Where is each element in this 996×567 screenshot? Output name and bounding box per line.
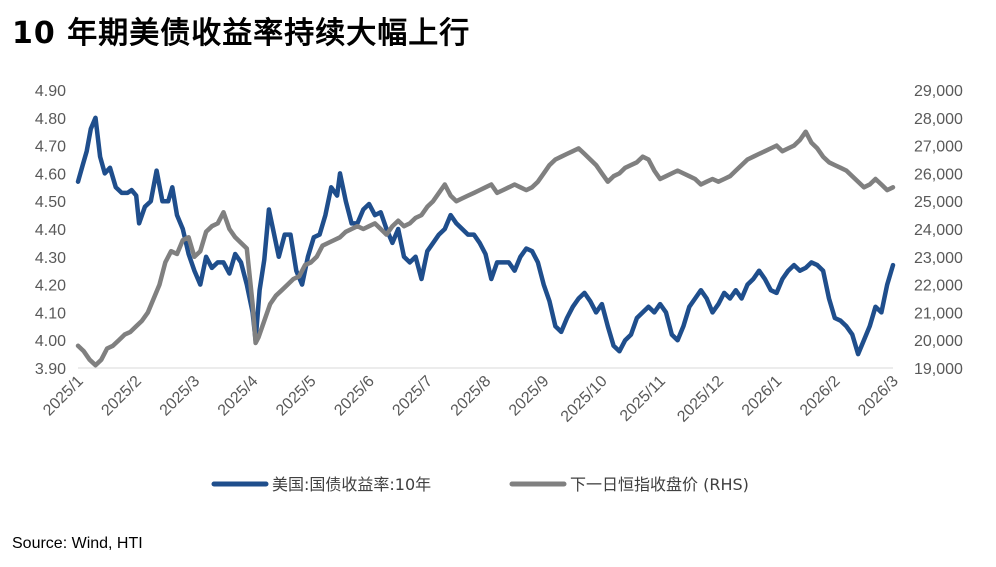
- x-tick-label: 2025/7: [389, 373, 436, 420]
- left-tick-label: 4.60: [35, 166, 66, 183]
- legend: 美国:国债收益率:10年 下一日恒指收盘价 (RHS): [211, 475, 749, 494]
- right-tick-label: 26,000: [914, 166, 963, 183]
- x-tick-label: 2025/3: [157, 373, 204, 420]
- left-tick-label: 4.80: [35, 111, 66, 128]
- legend-label: 美国:国债收益率:10年: [272, 475, 431, 494]
- x-tick-label: 2025/1: [40, 373, 87, 420]
- right-tick-label: 27,000: [914, 139, 963, 156]
- legend-label: 下一日恒指收盘价 (RHS): [570, 475, 749, 494]
- x-tick-label: 2025/2: [98, 373, 145, 420]
- x-tick-label: 2026/2: [797, 373, 844, 420]
- series-line-yield: [75, 115, 896, 357]
- x-axis: 2025/1 2025/2 2025/3 2025/4 2025/5 2025/6 2025…: [40, 373, 902, 426]
- right-tick-label: 25,000: [914, 194, 963, 211]
- right-tick-label: 24,000: [914, 222, 963, 239]
- x-tick-label: 2025/10: [558, 373, 611, 426]
- chart-title: 10 年期美债收益率持续大幅上行: [12, 16, 471, 51]
- left-tick-label: 4.30: [35, 250, 66, 267]
- left-tick-label: 4.50: [35, 194, 66, 211]
- left-tick-label: 4.20: [35, 278, 66, 295]
- x-tick-label: 2026/3: [855, 373, 902, 420]
- source-note: Source: Wind, HTI: [12, 535, 143, 552]
- right-tick-label: 22,000: [914, 278, 963, 295]
- left-tick-label: 4.70: [35, 139, 66, 156]
- series-line-hsi: [75, 129, 896, 368]
- right-tick-label: 21,000: [914, 305, 963, 322]
- left-tick-label: 3.90: [35, 361, 66, 378]
- left-tick-label: 4.40: [35, 222, 66, 239]
- right-axis: 29,000 28,000 27,000 26,000 25,000 24,000 23,0…: [914, 83, 963, 378]
- x-tick-label: 2025/6: [331, 373, 378, 420]
- x-tick-label: 2025/4: [215, 373, 262, 420]
- left-tick-label: 4.10: [35, 305, 66, 322]
- x-tick-label: 2025/12: [674, 373, 727, 426]
- left-axis: 4.90 4.80 4.70 4.60 4.50 4.40 4.30 4.20 4.10 4.00…: [35, 83, 66, 378]
- right-tick-label: 19,000: [914, 361, 963, 378]
- x-tick-label: 2026/1: [739, 373, 786, 420]
- left-tick-label: 4.90: [35, 83, 66, 100]
- right-tick-label: 28,000: [914, 111, 963, 128]
- right-tick-label: 29,000: [914, 83, 963, 100]
- right-tick-label: 20,000: [914, 333, 963, 350]
- x-tick-label: 2025/11: [617, 373, 669, 425]
- series-group: [75, 115, 896, 368]
- right-tick-label: 23,000: [914, 250, 963, 267]
- left-tick-label: 4.00: [35, 333, 66, 350]
- x-tick-label: 2025/5: [273, 373, 320, 420]
- x-tick-label: 2025/8: [448, 373, 495, 420]
- x-tick-label: 2025/9: [506, 373, 553, 420]
